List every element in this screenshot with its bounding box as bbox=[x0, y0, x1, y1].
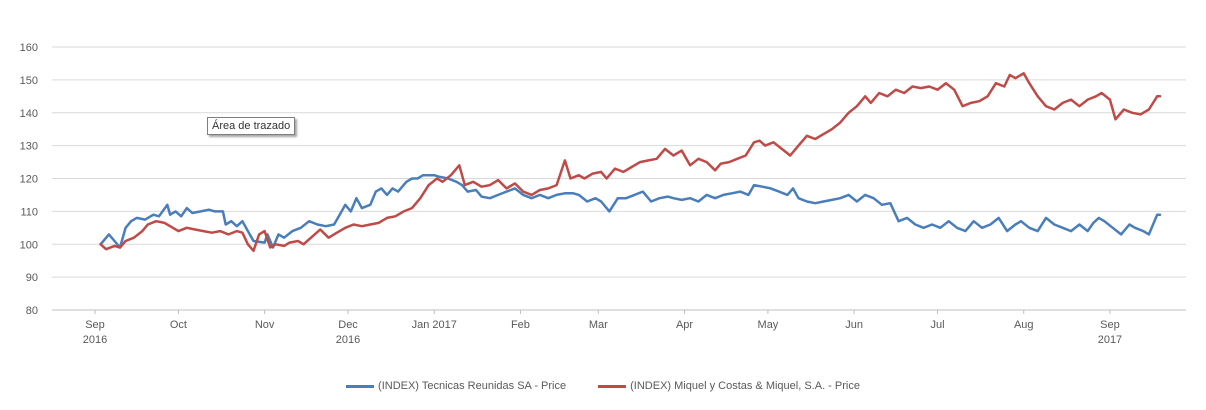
y-tick-label: 110 bbox=[20, 206, 38, 218]
x-tick-label: Mar bbox=[589, 319, 608, 331]
x-tick-label: Oct bbox=[170, 319, 187, 331]
y-tick-label: 150 bbox=[20, 75, 38, 87]
series-line-2 bbox=[99, 72, 1162, 253]
x-tick-label: Nov bbox=[255, 319, 275, 331]
x-tick-label: Sep bbox=[1100, 319, 1120, 331]
y-tick-label: 140 bbox=[20, 108, 38, 120]
plot-area-tooltip: Área de trazado bbox=[207, 117, 296, 135]
x-tick-label: Jan 2017 bbox=[412, 319, 457, 331]
x-axis: Sep 2016 Oct Nov Dec 2016 Jan 2017 Feb Mar Apr May… bbox=[52, 309, 1186, 346]
y-tick-label: 100 bbox=[20, 239, 38, 251]
y-tick-label: 130 bbox=[20, 141, 38, 153]
gridlines bbox=[52, 46, 1186, 311]
y-tick-label: 160 bbox=[20, 42, 38, 54]
legend: (INDEX) Tecnicas Reunidas SA - Price (IN… bbox=[0, 376, 1206, 396]
series-line-1 bbox=[99, 173, 1162, 249]
series-lines bbox=[99, 72, 1162, 253]
y-tick-label: 120 bbox=[20, 174, 38, 186]
x-tick-label: Apr bbox=[676, 319, 693, 331]
x-tick-year-label: 2017 bbox=[1098, 334, 1122, 346]
x-tick-label: Dec bbox=[338, 319, 358, 331]
y-tick-label: 90 bbox=[26, 272, 38, 284]
legend-label-series-1: (INDEX) Tecnicas Reunidas SA - Price bbox=[378, 380, 567, 392]
legend-label-series-2: (INDEX) Miquel y Costas & Miquel, S.A. -… bbox=[630, 380, 860, 392]
x-tick-label: Feb bbox=[511, 319, 530, 331]
x-tick-label: Jul bbox=[931, 319, 945, 331]
legend-item-series-1[interactable]: (INDEX) Tecnicas Reunidas SA - Price bbox=[346, 380, 566, 392]
x-tick-year-label: 2016 bbox=[83, 334, 107, 346]
legend-swatch-series-2 bbox=[598, 384, 627, 388]
x-tick-year-label: 2016 bbox=[336, 334, 360, 346]
x-tick-label: Sep bbox=[85, 319, 105, 331]
x-tick-label: Jun bbox=[845, 319, 863, 331]
x-tick-label: Aug bbox=[1014, 319, 1034, 331]
legend-item-series-2[interactable]: (INDEX) Miquel y Costas & Miquel, S.A. -… bbox=[598, 380, 860, 392]
x-tick-label: May bbox=[758, 319, 779, 331]
y-tick-label: 80 bbox=[26, 305, 38, 317]
y-axis-ticks: 80 90 100 110 120 130 140 150 160 bbox=[20, 42, 38, 317]
legend-swatch-series-1 bbox=[346, 384, 375, 388]
